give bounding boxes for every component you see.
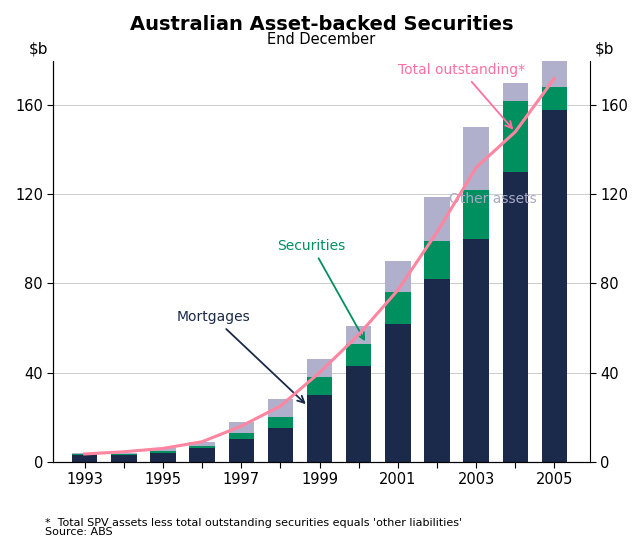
Bar xyxy=(150,448,176,451)
Bar xyxy=(541,60,567,87)
Bar xyxy=(464,127,489,190)
Bar xyxy=(541,110,567,462)
Bar xyxy=(385,261,410,292)
Bar xyxy=(150,453,176,462)
Text: Other assets: Other assets xyxy=(449,192,536,206)
Bar xyxy=(267,428,293,462)
Bar xyxy=(307,377,332,395)
Bar xyxy=(464,190,489,239)
Bar xyxy=(346,366,372,462)
Text: Mortgages: Mortgages xyxy=(177,310,304,403)
Bar xyxy=(72,455,98,462)
Bar xyxy=(228,440,254,462)
Bar xyxy=(424,241,449,279)
Bar xyxy=(267,417,293,428)
Bar xyxy=(150,451,176,453)
Bar xyxy=(503,83,528,100)
Bar xyxy=(111,453,136,454)
Bar xyxy=(72,454,98,455)
Bar xyxy=(385,323,410,462)
Bar xyxy=(541,87,567,110)
Bar xyxy=(307,395,332,462)
Bar xyxy=(307,359,332,377)
Bar xyxy=(111,455,136,462)
Text: $b: $b xyxy=(595,42,615,57)
Bar xyxy=(111,454,136,455)
Bar xyxy=(346,343,372,366)
Bar xyxy=(72,453,98,454)
Text: End December: End December xyxy=(267,31,376,46)
Bar xyxy=(503,172,528,462)
Bar xyxy=(385,292,410,323)
Bar xyxy=(190,448,215,462)
Text: Total outstanding*: Total outstanding* xyxy=(398,63,525,129)
Bar xyxy=(503,100,528,172)
Text: *  Total SPV assets less total outstanding securities equals 'other liabilities': * Total SPV assets less total outstandin… xyxy=(45,518,462,528)
Text: Source: ABS: Source: ABS xyxy=(45,527,113,537)
Bar xyxy=(228,433,254,440)
Title: Australian Asset-backed Securities: Australian Asset-backed Securities xyxy=(130,15,513,34)
Bar xyxy=(190,446,215,448)
Bar xyxy=(267,400,293,417)
Bar xyxy=(464,239,489,462)
Text: $b: $b xyxy=(28,42,48,57)
Bar xyxy=(424,197,449,241)
Bar xyxy=(190,442,215,446)
Bar xyxy=(228,422,254,433)
Bar xyxy=(424,279,449,462)
Bar xyxy=(346,326,372,343)
Text: Securities: Securities xyxy=(278,239,364,340)
